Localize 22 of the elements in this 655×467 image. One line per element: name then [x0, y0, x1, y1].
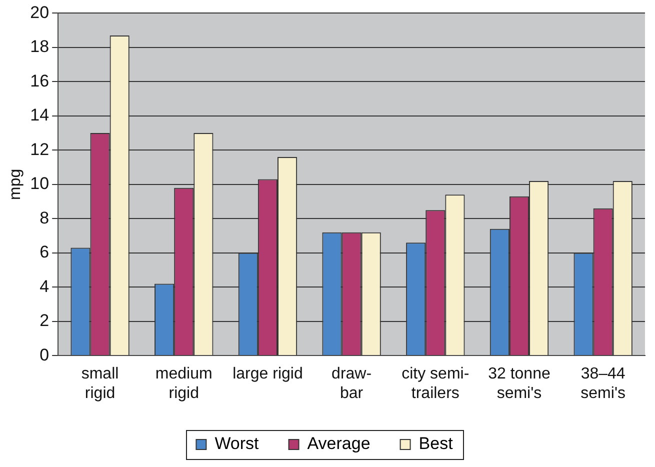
y-tick-label: 20: [30, 2, 50, 22]
x-tick-label: large rigid: [232, 366, 303, 383]
legend-label: Worst: [214, 434, 260, 454]
y-tick-label: 6: [40, 242, 50, 262]
x-tick-label: city semi-trailers: [402, 366, 470, 402]
x-tick-label: draw-bar: [332, 366, 372, 402]
y-tick-label: 8: [40, 208, 50, 228]
y-tick-label: 12: [30, 140, 50, 159]
legend-label: Best: [418, 434, 454, 454]
y-tick-label: 4: [40, 276, 50, 296]
x-tick-label: 32 tonne semi's: [488, 366, 550, 402]
x-tick-label: 38–44 semi's: [580, 366, 626, 402]
y-axis-title: mpg: [7, 168, 24, 200]
y-tick-label: 0: [40, 345, 50, 364]
legend-label: Average: [307, 434, 370, 454]
y-tick-label: 16: [30, 71, 50, 90]
y-tick-label: 18: [30, 37, 50, 56]
x-tick-label: small rigid: [81, 366, 119, 402]
y-tick-label: 2: [40, 311, 50, 330]
y-tick-label: 14: [30, 106, 50, 125]
x-tick-label: medium rigid: [155, 366, 212, 402]
y-tick-label: 10: [30, 174, 50, 194]
